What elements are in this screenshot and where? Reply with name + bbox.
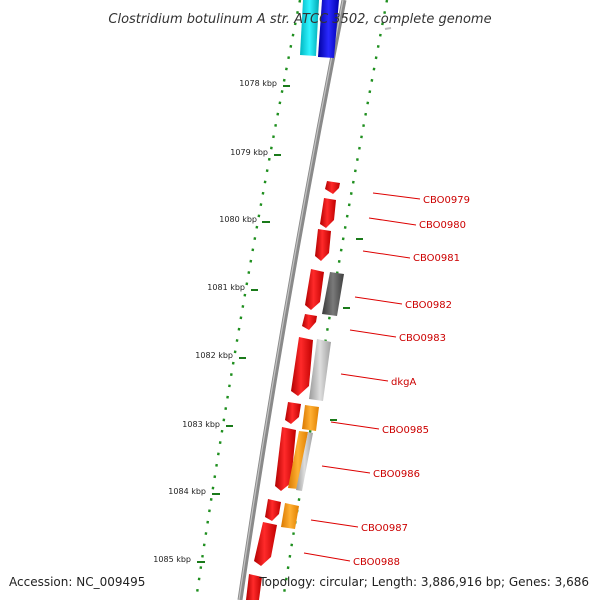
cds-arrow-cbo0982 <box>305 269 324 310</box>
orange-feature-1 <box>302 405 319 431</box>
map-title: Clostridium botulinum A str. ATCC 3502, … <box>108 12 491 27</box>
blue-feature <box>318 0 339 58</box>
gene-label-cbo0985: CBO0985 <box>382 425 429 436</box>
dark-gray-feature <box>322 272 344 316</box>
gene-label-cbo0987: CBO0987 <box>361 523 408 534</box>
leader-cbo0985 <box>330 421 380 430</box>
cds-arrow-cbo0983 <box>302 314 317 330</box>
leader-cbo0986 <box>321 465 371 474</box>
gene-label-cbo0980: CBO0980 <box>419 220 466 231</box>
scale-label-1083: 1083 kbp <box>182 420 220 429</box>
gene-label-cbo0986: CBO0986 <box>373 469 420 480</box>
scale-label-1078: 1078 kbp <box>239 79 277 88</box>
cds-arrow-cbo0988 <box>254 522 277 566</box>
gene-label-cbo0979: CBO0979 <box>423 195 470 206</box>
cds-arrow-cbo0980 <box>320 198 336 228</box>
gene-leader-lines <box>303 192 421 562</box>
leader-cbo0981 <box>362 250 411 259</box>
cds-arrow-cbo0985 <box>285 402 301 424</box>
scale-label-1085: 1085 kbp <box>153 555 191 564</box>
genome-backbone <box>237 0 347 600</box>
gene-label-cbo0982: CBO0982 <box>405 300 452 311</box>
scale-label-1080: 1080 kbp <box>219 215 257 224</box>
gene-label-cbo0988: CBO0988 <box>353 557 400 568</box>
scale-label-1079: 1079 kbp <box>230 148 268 157</box>
orange-feature-2 <box>288 431 308 489</box>
cds-arrow-cbo0979 <box>325 181 340 194</box>
leader-cbo0979 <box>372 192 421 200</box>
scale-label-1081: 1081 kbp <box>207 283 245 292</box>
orange-feature-3 <box>281 503 299 529</box>
cds-arrow-cbo0987 <box>265 499 281 521</box>
accession-label: Accession: NC_009495 <box>9 575 145 589</box>
leader-cbo0988 <box>303 552 351 562</box>
leader-cbo0983 <box>349 329 397 338</box>
scale-label-1082: 1082 kbp <box>195 351 233 360</box>
topology-summary: Topology: circular; Length: 3,886,916 bp… <box>258 575 589 589</box>
genome-backbone-highlight <box>238 0 344 600</box>
cds-arrow-cbo0981 <box>315 229 331 261</box>
scale-label-1084: 1084 kbp <box>168 487 206 496</box>
leader-dkga <box>340 373 389 382</box>
leader-cbo0987 <box>310 519 359 528</box>
leader-cbo0982 <box>354 296 403 305</box>
leader-cbo0980 <box>368 217 417 226</box>
cds-arrow-dkga <box>291 337 313 396</box>
gene-label-dkga: dkgA <box>391 377 416 388</box>
light-gray-feature-2 <box>296 432 313 491</box>
cds-arrow-bottom <box>246 574 262 600</box>
top-arc-cap <box>384 27 392 30</box>
gene-label-cbo0983: CBO0983 <box>399 333 446 344</box>
scale-ticks <box>197 85 290 563</box>
cyan-feature <box>300 0 319 56</box>
light-gray-feature <box>309 339 331 401</box>
gene-label-cbo0981: CBO0981 <box>413 253 460 264</box>
